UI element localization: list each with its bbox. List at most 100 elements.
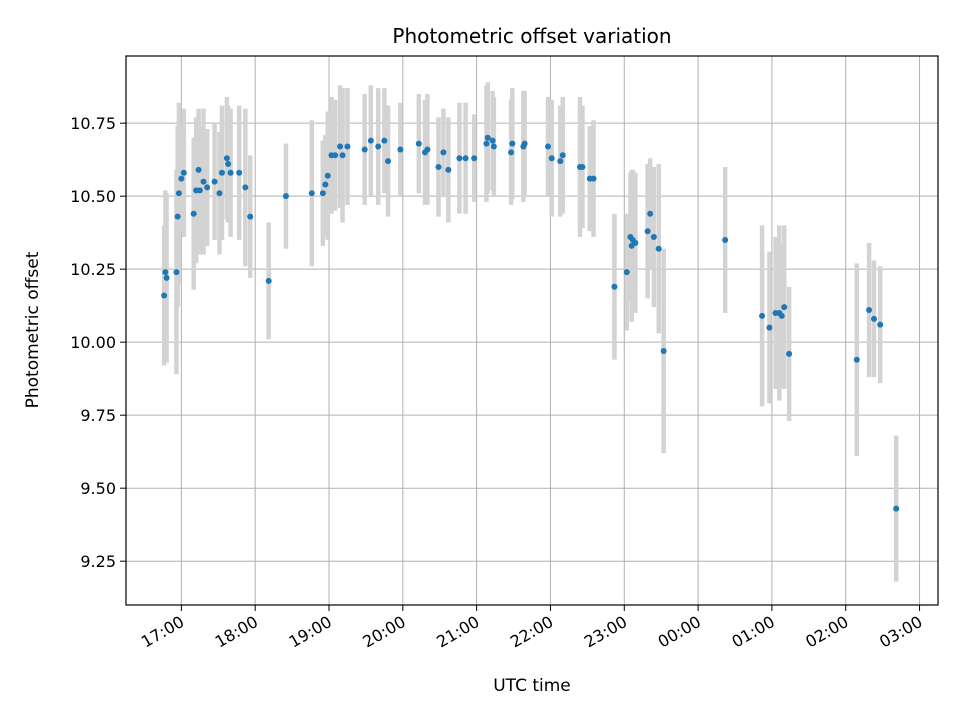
y-tick-label: 10.00 <box>70 333 116 352</box>
data-point <box>247 213 254 220</box>
data-point <box>781 304 788 311</box>
data-point <box>632 239 639 246</box>
data-point <box>162 269 169 276</box>
data-point <box>190 210 197 217</box>
x-tick-label: 01:00 <box>728 612 777 652</box>
data-point <box>225 161 232 168</box>
x-tick-label: 00:00 <box>655 612 704 652</box>
data-point <box>324 172 331 179</box>
x-tick-label: 18:00 <box>212 612 261 652</box>
data-point <box>339 152 346 159</box>
data-point <box>242 184 249 191</box>
x-axis-label: UTC time <box>493 676 571 696</box>
x-tick-label: 17:00 <box>138 612 187 652</box>
data-point <box>650 234 657 241</box>
data-point <box>308 190 315 197</box>
y-tick-label: 9.25 <box>80 552 116 571</box>
data-point <box>175 190 182 197</box>
data-point <box>337 143 344 150</box>
chart-title: Photometric offset variation <box>392 24 671 48</box>
data-point <box>397 146 404 153</box>
data-point <box>216 190 223 197</box>
data-point <box>282 193 289 200</box>
data-point <box>484 134 491 141</box>
y-tick-label: 9.50 <box>80 479 116 498</box>
data-point <box>319 190 326 197</box>
data-point <box>415 140 422 147</box>
data-point <box>445 166 452 173</box>
data-point <box>196 187 203 194</box>
data-point <box>173 269 180 276</box>
error-bars <box>161 82 899 582</box>
x-tick-label: 22:00 <box>507 612 556 652</box>
data-point <box>462 155 469 162</box>
data-point <box>375 143 382 150</box>
y-axis-ticks: 9.25 9.50 9.75 10.00 10.25 10.50 10.75 <box>70 114 126 571</box>
data-point <box>440 149 447 156</box>
data-point <box>548 155 555 162</box>
data-markers <box>161 134 900 512</box>
data-point <box>385 158 392 165</box>
y-tick-label: 9.75 <box>80 406 116 425</box>
data-point <box>544 143 551 150</box>
data-point <box>623 269 630 276</box>
data-point <box>332 152 339 159</box>
x-tick-label: 02:00 <box>802 612 851 652</box>
data-point <box>611 283 618 290</box>
data-point <box>174 213 181 220</box>
data-point <box>381 137 388 144</box>
data-point <box>660 347 667 354</box>
data-point <box>871 315 878 322</box>
data-point <box>265 277 272 284</box>
data-point <box>489 137 496 144</box>
data-point <box>471 155 478 162</box>
data-point <box>456 155 463 162</box>
data-point <box>435 163 442 170</box>
data-point <box>367 137 374 144</box>
x-tick-label: 19:00 <box>286 612 335 652</box>
data-point <box>579 163 586 170</box>
data-point <box>490 143 497 150</box>
grid <box>126 56 938 605</box>
data-point <box>877 321 884 328</box>
data-point <box>655 245 662 252</box>
data-point <box>227 169 234 176</box>
x-tick-label: 21:00 <box>433 612 482 652</box>
data-point <box>521 140 528 147</box>
data-point <box>344 143 351 150</box>
data-point <box>559 152 566 159</box>
data-point <box>766 324 773 331</box>
x-axis-ticks: 17:00 18:00 19:00 20:00 21:00 22:00 23:00 00:00… <box>138 605 926 652</box>
data-point <box>178 175 185 182</box>
x-tick-label: 20:00 <box>359 612 408 652</box>
y-tick-label: 10.25 <box>70 260 116 279</box>
data-point <box>509 140 516 147</box>
y-axis-label: Photometric offset <box>23 251 43 408</box>
data-point <box>853 356 860 363</box>
data-point <box>204 184 211 191</box>
data-point <box>866 307 873 314</box>
data-point <box>508 149 515 156</box>
data-point <box>195 166 202 173</box>
data-point <box>322 181 329 188</box>
data-point <box>236 169 243 176</box>
data-point <box>893 505 900 512</box>
data-point <box>483 140 490 147</box>
data-point <box>424 146 431 153</box>
data-point <box>644 228 651 235</box>
y-tick-label: 10.75 <box>70 114 116 133</box>
data-point <box>786 350 793 357</box>
data-point <box>647 210 654 217</box>
data-point <box>161 292 168 299</box>
data-point <box>722 236 729 243</box>
data-point <box>163 274 170 281</box>
plot-frame <box>125 55 939 606</box>
data-point <box>361 146 368 153</box>
data-point <box>180 169 187 176</box>
data-point <box>200 178 207 185</box>
x-tick-label: 23:00 <box>581 612 630 652</box>
y-tick-label: 10.50 <box>70 187 116 206</box>
data-point <box>223 155 230 162</box>
data-point <box>557 158 564 165</box>
